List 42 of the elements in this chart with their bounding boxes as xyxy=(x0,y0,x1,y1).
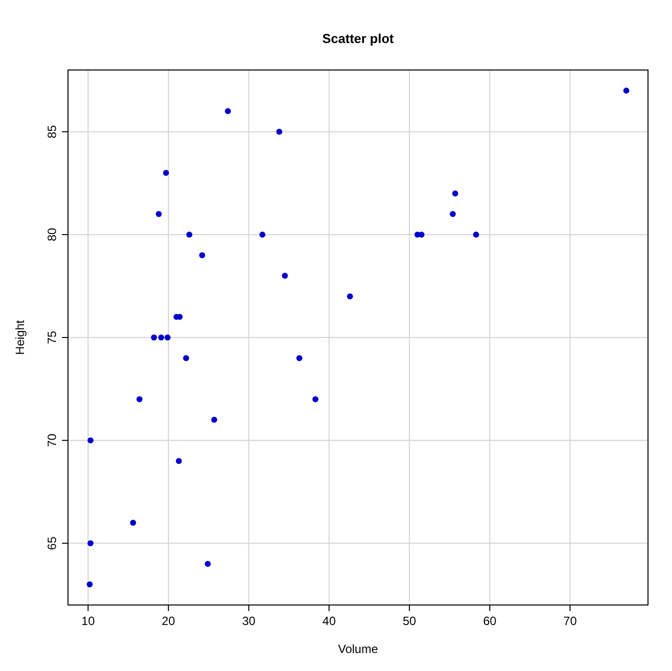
y-tick-label: 80 xyxy=(45,228,59,242)
point xyxy=(150,334,157,340)
x-tick-label: 30 xyxy=(242,614,256,628)
point xyxy=(87,437,94,444)
point xyxy=(473,232,480,238)
point xyxy=(183,355,190,362)
point xyxy=(136,396,142,402)
point xyxy=(259,232,266,238)
chart-title: Scatter plot xyxy=(322,31,394,46)
point xyxy=(211,416,218,423)
x-tick-label: 10 xyxy=(81,614,96,628)
point xyxy=(276,128,282,135)
x-tick-label: 70 xyxy=(563,614,578,628)
point xyxy=(130,520,136,526)
x-tick-label: 60 xyxy=(483,614,497,628)
point xyxy=(156,211,162,218)
y-tick-label: 85 xyxy=(45,124,59,138)
point xyxy=(164,334,171,340)
point xyxy=(176,458,182,464)
point xyxy=(87,540,94,546)
point xyxy=(282,272,288,279)
y-tick-label: 75 xyxy=(45,330,59,344)
y-axis-title: Height xyxy=(13,319,27,355)
point xyxy=(312,396,318,402)
point xyxy=(224,108,231,114)
point xyxy=(452,190,458,196)
x-tick-label: 40 xyxy=(322,614,336,628)
point xyxy=(346,293,353,300)
point xyxy=(450,211,456,218)
y-tick-label: 65 xyxy=(45,536,59,550)
point xyxy=(204,560,211,567)
point xyxy=(158,334,164,340)
point xyxy=(86,581,93,588)
x-tick-label: 50 xyxy=(402,614,416,628)
point xyxy=(199,252,206,258)
y-tick-label: 70 xyxy=(45,433,59,448)
point xyxy=(186,232,192,238)
x-tick-label: 20 xyxy=(162,614,176,628)
point xyxy=(623,88,630,94)
point xyxy=(163,170,170,176)
x-axis-title: Volume xyxy=(338,642,378,656)
point xyxy=(296,355,302,362)
